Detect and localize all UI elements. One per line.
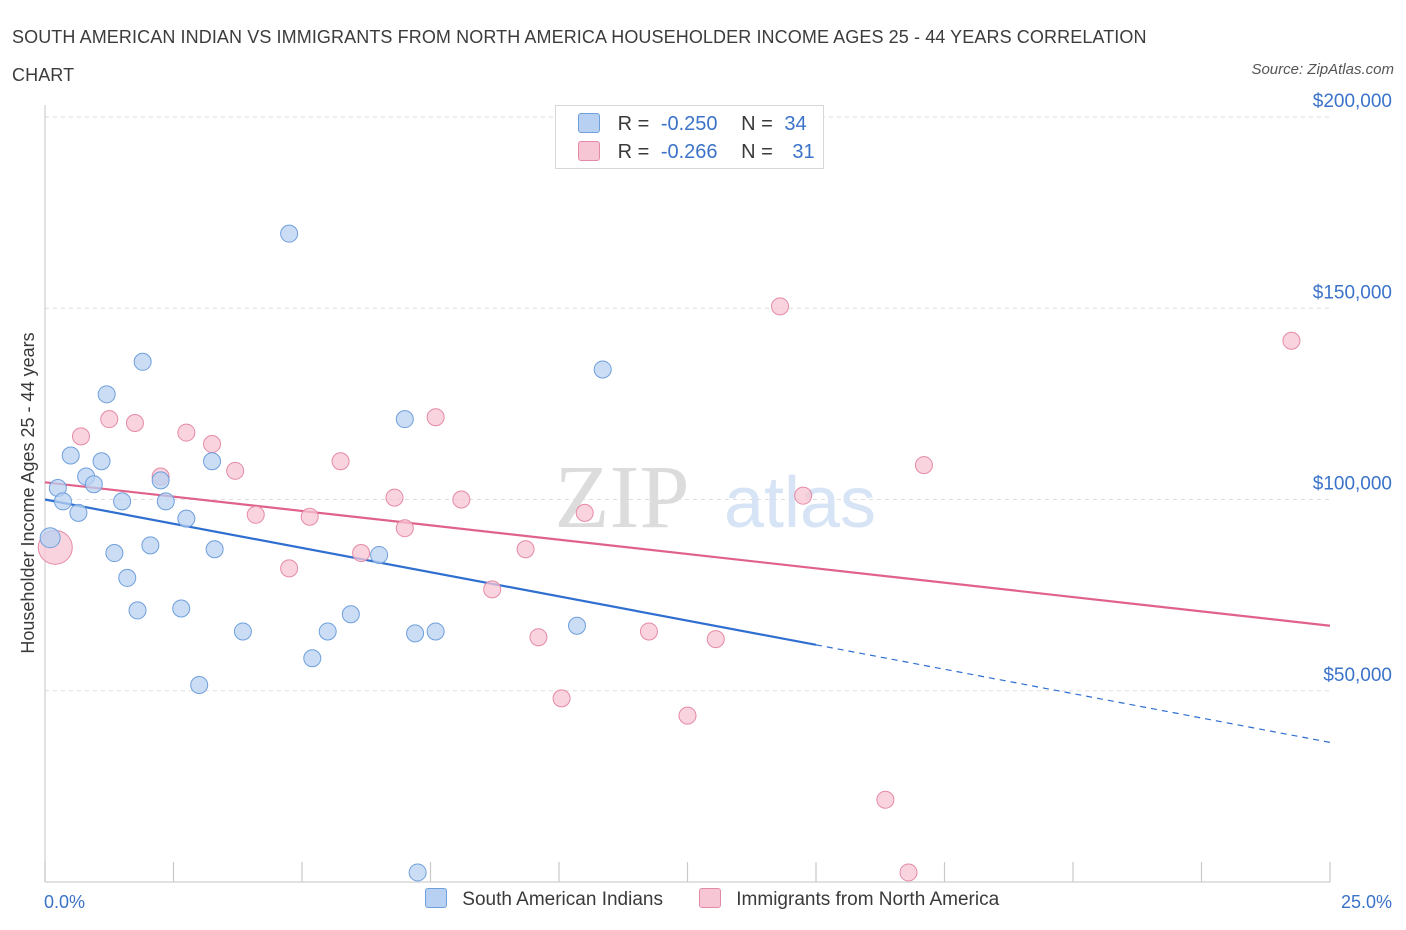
data-points xyxy=(37,224,1301,882)
point-south-american-indians xyxy=(318,622,337,641)
legend-r-value: -0.250 xyxy=(660,113,718,135)
point-immigrants-north-america xyxy=(452,490,471,509)
point-south-american-indians xyxy=(593,360,612,379)
point-south-american-indians xyxy=(97,385,116,404)
point-immigrants-north-america xyxy=(706,630,725,649)
point-south-american-indians xyxy=(53,492,72,511)
point-immigrants-north-america xyxy=(678,706,697,725)
legend-row-south-american-indians: R = -0.250 N = 34 xyxy=(578,111,807,137)
point-immigrants-north-america xyxy=(385,488,404,507)
point-south-american-indians xyxy=(303,649,322,668)
point-south-american-indians xyxy=(113,492,132,511)
chart-title: SOUTH AMERICAN INDIAN VS IMMIGRANTS FROM… xyxy=(12,27,1147,85)
y-tick-label: $200,000 xyxy=(1313,91,1392,112)
point-immigrants-north-america xyxy=(125,414,144,432)
legend-r-label: R = xyxy=(617,141,650,163)
point-south-american-indians xyxy=(156,492,175,511)
point-south-american-indians xyxy=(105,544,124,563)
correlation-legend: R = -0.250 N = 34 R = -0.266 N = 31 xyxy=(555,105,824,169)
watermark-zip: ZIP xyxy=(555,448,690,547)
point-south-american-indians xyxy=(84,475,103,494)
point-south-american-indians xyxy=(61,446,80,465)
point-south-american-indians xyxy=(341,605,360,624)
point-immigrants-north-america xyxy=(300,507,319,526)
bottom-legend-label: South American Indians xyxy=(462,889,663,910)
legend-n-label: N = xyxy=(741,113,773,135)
trend-lines xyxy=(44,481,1331,743)
point-south-american-indians xyxy=(280,224,299,243)
point-immigrants-north-america xyxy=(529,628,548,647)
legend-r-value: -0.266 xyxy=(660,141,718,163)
point-immigrants-north-america xyxy=(352,544,371,563)
legend-n-value: 31 xyxy=(792,141,815,163)
point-immigrants-north-america xyxy=(1282,331,1301,350)
bottom-legend-label: Immigrants from North America xyxy=(736,889,1000,910)
point-south-american-indians xyxy=(408,863,427,882)
bottom-legend-immigrants-north-america: Immigrants from North America xyxy=(699,888,999,911)
point-immigrants-north-america xyxy=(794,486,813,505)
point-immigrants-north-america xyxy=(552,689,571,708)
point-immigrants-north-america xyxy=(876,790,895,809)
point-south-american-indians xyxy=(233,622,252,641)
y-axis-label: Householder Income Ages 25 - 44 years xyxy=(18,332,38,653)
point-immigrants-north-america xyxy=(71,427,90,446)
point-immigrants-north-america xyxy=(100,410,119,429)
point-south-american-indians xyxy=(177,509,196,528)
legend-swatch-blue xyxy=(578,113,600,133)
point-immigrants-north-america xyxy=(395,519,414,538)
point-immigrants-north-america xyxy=(771,297,790,316)
point-south-american-indians xyxy=(395,410,414,429)
trend-line-south-american-indians xyxy=(44,498,817,646)
point-south-american-indians xyxy=(567,616,586,635)
y-tick-label: $50,000 xyxy=(1323,665,1392,686)
point-immigrants-north-america xyxy=(516,540,535,559)
point-immigrants-north-america xyxy=(280,559,299,578)
legend-n-label: N = xyxy=(741,141,773,163)
point-south-american-indians xyxy=(133,352,152,371)
legend-row-immigrants-north-america: R = -0.266 N = 31 xyxy=(578,139,815,165)
point-south-american-indians xyxy=(406,624,425,643)
bottom-legend-south-american-indians: South American Indians xyxy=(425,888,663,911)
point-immigrants-north-america xyxy=(331,452,350,471)
legend-n-value: 34 xyxy=(784,113,807,135)
point-south-american-indians xyxy=(203,452,222,471)
point-immigrants-north-america xyxy=(426,408,445,427)
point-immigrants-north-america xyxy=(483,580,502,599)
point-immigrants-north-america xyxy=(246,505,265,524)
point-immigrants-north-america xyxy=(177,423,196,442)
legend-swatch-pink xyxy=(578,141,600,161)
bottom-legend-swatch-blue xyxy=(425,888,447,908)
point-south-american-indians xyxy=(172,599,191,618)
watermark: ZIP atlas xyxy=(555,448,877,547)
point-south-american-indians xyxy=(118,568,137,587)
y-tick-label: $150,000 xyxy=(1313,282,1392,303)
x-tick-label-min: 0.0% xyxy=(44,892,85,912)
point-south-american-indians xyxy=(205,540,224,559)
point-immigrants-north-america xyxy=(639,622,658,641)
point-south-american-indians xyxy=(92,452,111,471)
point-south-american-indians xyxy=(128,601,147,620)
source-label: Source: ZipAtlas.com xyxy=(1251,61,1394,78)
point-south-american-indians xyxy=(151,471,170,490)
point-immigrants-north-america xyxy=(203,435,222,454)
point-south-american-indians xyxy=(426,622,445,641)
point-immigrants-north-america xyxy=(575,503,594,522)
bottom-legend-swatch-pink xyxy=(699,888,721,908)
point-south-american-indians xyxy=(39,527,61,549)
trend-line-immigrants-north-america xyxy=(44,481,1331,627)
axes: $50,000 $100,000 $150,000 $200,000 xyxy=(44,91,1392,883)
point-south-american-indians xyxy=(69,503,88,522)
point-south-american-indians xyxy=(190,676,209,695)
point-immigrants-north-america xyxy=(914,456,933,475)
point-south-american-indians xyxy=(370,545,389,564)
x-tick-label-max: 25.0% xyxy=(1341,892,1392,912)
point-immigrants-north-america xyxy=(899,863,918,882)
y-tick-label: $100,000 xyxy=(1313,474,1392,495)
trend-line-extension-south-american-indians xyxy=(815,644,1331,743)
point-immigrants-north-america xyxy=(226,461,245,480)
legend-r-label: R = xyxy=(617,113,650,135)
point-south-american-indians xyxy=(141,536,160,555)
